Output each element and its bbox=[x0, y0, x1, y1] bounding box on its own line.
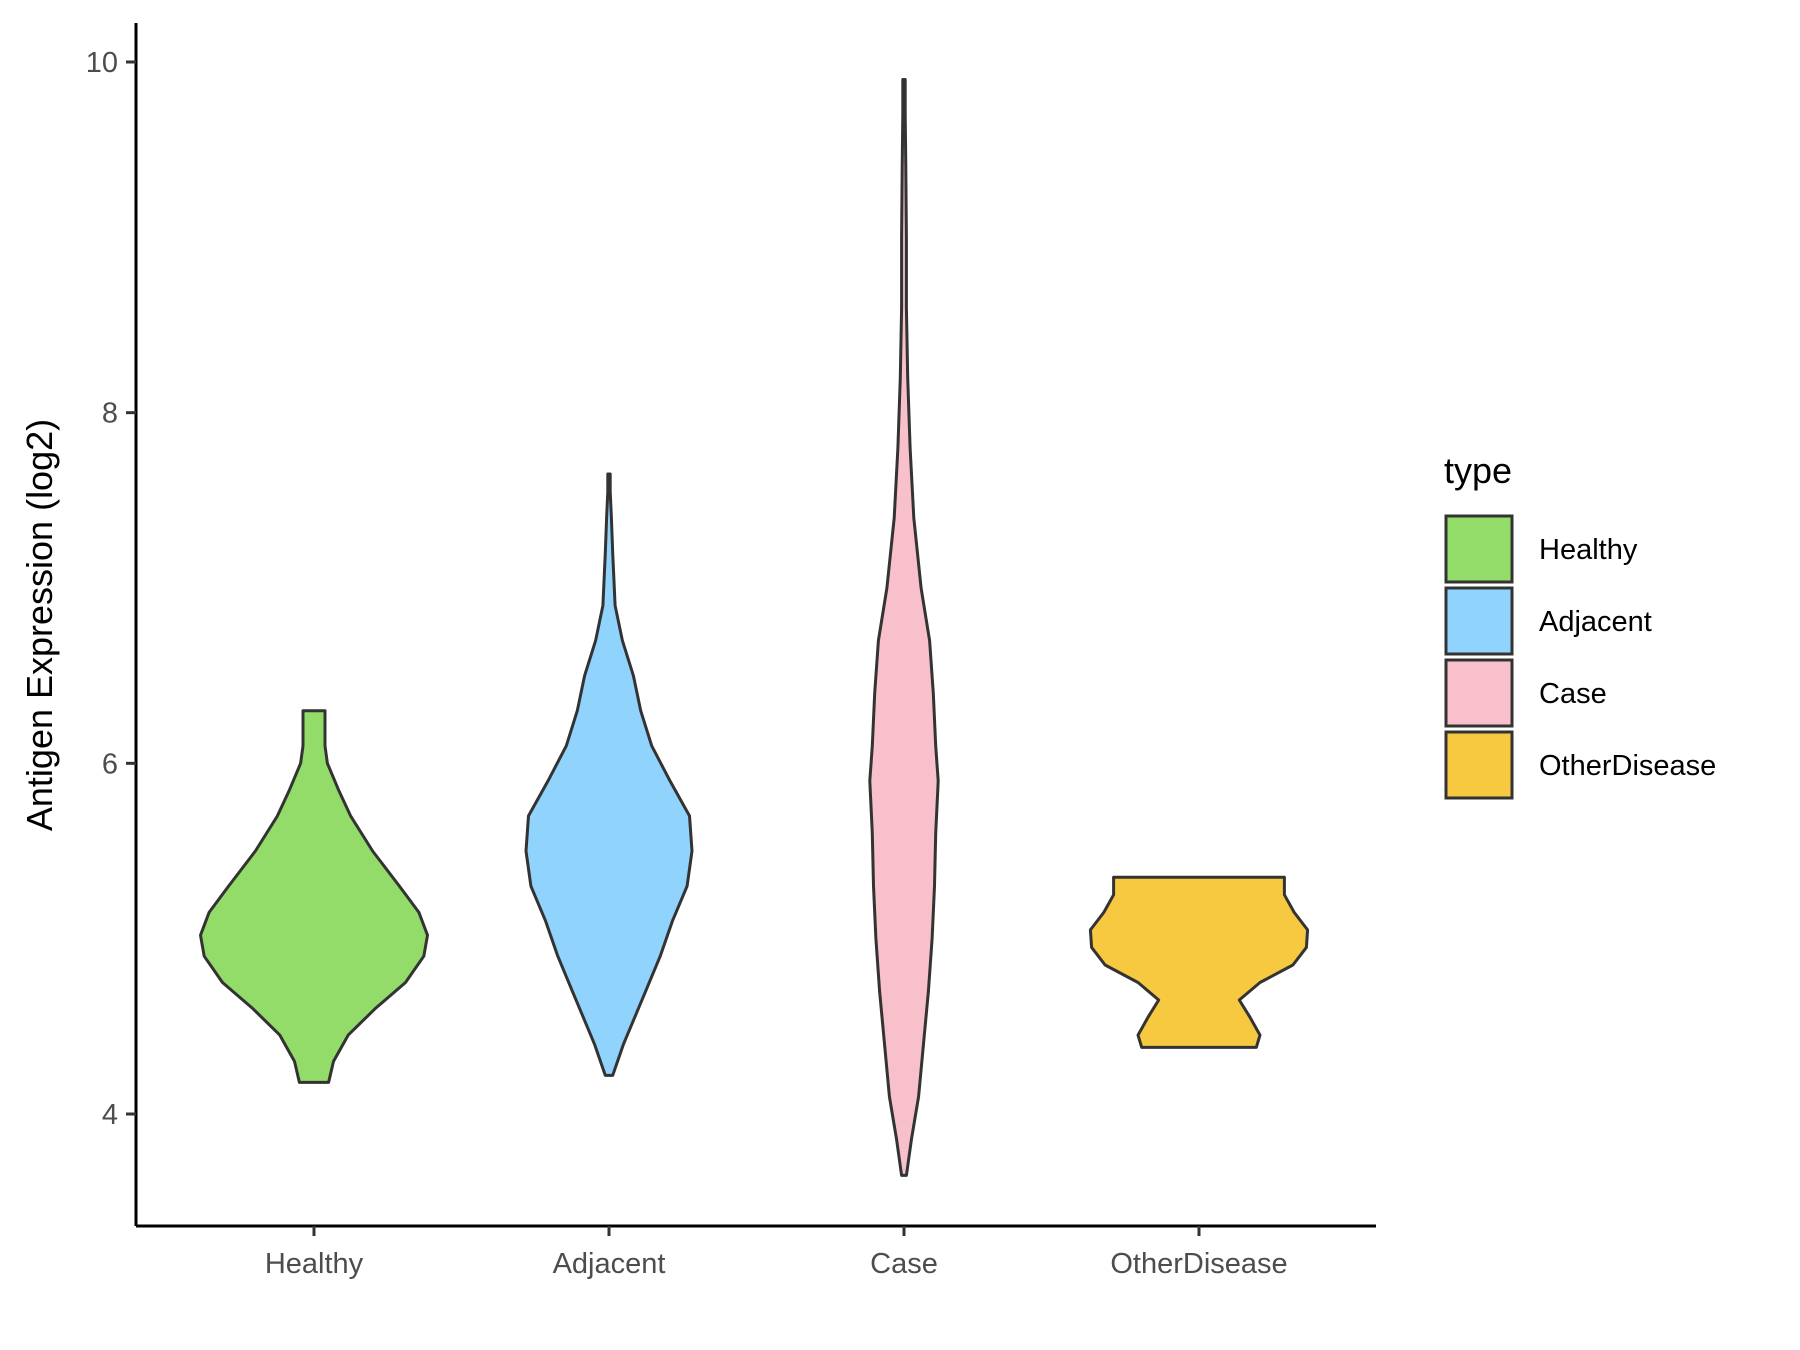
legend-label: OtherDisease bbox=[1539, 750, 1716, 782]
legend-label: Healthy bbox=[1539, 534, 1638, 566]
y-axis-title: Antigen Expression (log2) bbox=[19, 419, 60, 831]
legend-key-case bbox=[1444, 658, 1514, 728]
x-tick-label: Healthy bbox=[265, 1248, 364, 1280]
axes-layer bbox=[134, 23, 1376, 1228]
violin-adjacent bbox=[524, 472, 694, 1077]
y-tick-label: 8 bbox=[102, 398, 118, 430]
legend-key-adjacent bbox=[1444, 586, 1514, 656]
y-tick-label: 6 bbox=[102, 748, 118, 780]
y-tick-label: 10 bbox=[86, 47, 118, 79]
x-ticks: Healthy Adjacent Case OtherDisease bbox=[265, 1226, 1288, 1280]
legend-label: Case bbox=[1539, 678, 1607, 710]
legend-title: type bbox=[1444, 450, 1512, 491]
legend: type Healthy Adjacent Case OtherDisease bbox=[1444, 450, 1716, 800]
legend-key-healthy bbox=[1444, 514, 1514, 584]
legend-label: Adjacent bbox=[1539, 606, 1652, 638]
x-tick-label: Case bbox=[870, 1248, 938, 1280]
violin-otherdisease bbox=[1088, 875, 1310, 1049]
violin-healthy bbox=[199, 709, 429, 1084]
x-tick-label: Adjacent bbox=[553, 1248, 666, 1280]
x-tick-label: OtherDisease bbox=[1110, 1248, 1287, 1280]
y-tick-label: 4 bbox=[102, 1099, 118, 1131]
legend-key-otherdisease bbox=[1444, 730, 1514, 800]
violin-case bbox=[868, 78, 940, 1177]
y-ticks: 4 6 8 10 bbox=[86, 47, 136, 1131]
violins-layer bbox=[199, 78, 1310, 1177]
